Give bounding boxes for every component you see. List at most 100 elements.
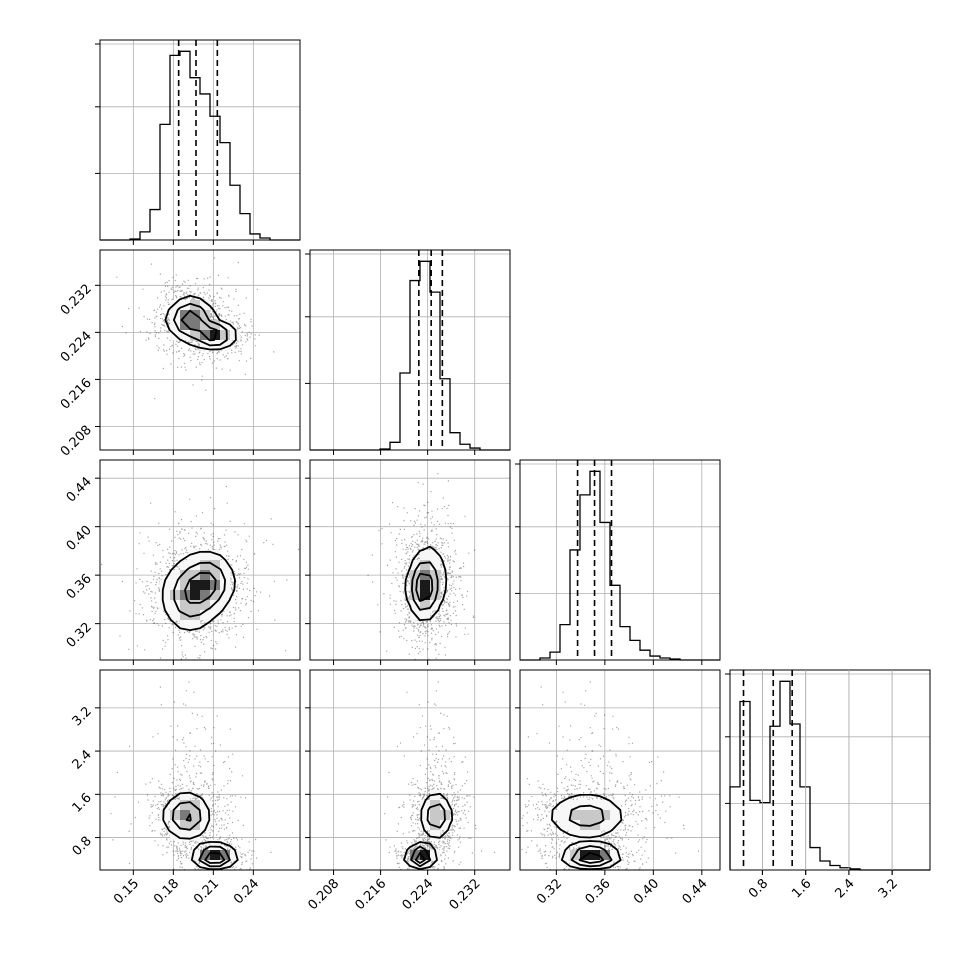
x-tick-label: 2.4: [833, 876, 858, 901]
scatter-panel-1-2: [305, 459, 511, 665]
density-cell: [160, 600, 171, 611]
contour-line: [414, 852, 426, 864]
scatter-panel-1-3: 0.208 0.216 0.224 0.232: [305, 669, 511, 913]
x-tick-label: 0.44: [680, 876, 711, 907]
density-cell: [600, 820, 611, 831]
density-cell: [560, 820, 571, 831]
histogram-panel-0: [95, 39, 301, 245]
histogram-panel-2: [515, 459, 721, 665]
scatter-points: [384, 681, 496, 870]
histogram-panel-3: 0.8 1.6 2.4 3.2: [725, 669, 931, 901]
density-cell: [420, 610, 431, 621]
density-cell: [420, 550, 431, 561]
axes-frame: [519, 669, 721, 871]
y-tick-label: 0.232: [58, 282, 95, 319]
contour-line: [410, 803, 446, 868]
density-cell: [180, 620, 191, 631]
y-tick-label: 0.40: [64, 523, 95, 554]
density-cell: [170, 590, 181, 601]
density-cell: [420, 810, 431, 821]
density-cell: [200, 310, 211, 321]
density-cell: [590, 820, 601, 831]
density-cell: [220, 570, 231, 581]
density-cell: [220, 860, 231, 870]
density-cell: [420, 820, 431, 831]
density-cell: [580, 810, 591, 821]
density-cell: [230, 850, 241, 861]
density-cell: [590, 800, 601, 811]
y-tick-label: 0.44: [64, 474, 95, 505]
density-cell: [430, 600, 441, 611]
density-cell: [420, 580, 431, 591]
density-cell: [420, 800, 431, 811]
density-cell: [220, 330, 231, 341]
density-cell: [190, 550, 201, 561]
contour-line: [173, 302, 228, 347]
density-cell: [210, 600, 221, 611]
density-cell: [200, 570, 211, 581]
density-cell: [410, 600, 421, 611]
density-cell: [430, 810, 441, 821]
y-tick-label: 2.4: [70, 747, 95, 772]
histogram-steps: [100, 50, 300, 241]
density-cell: [410, 850, 421, 861]
x-tick-label: 0.8: [746, 876, 771, 901]
axes-frame: [729, 669, 931, 871]
density-cell: [600, 800, 611, 811]
density-cell: [200, 860, 211, 870]
density-cell: [170, 570, 181, 581]
y-tick-label: 0.36: [64, 571, 95, 602]
axes-frame: [99, 249, 301, 451]
y-tick-label: 3.2: [70, 704, 95, 729]
axes-frame: [99, 39, 301, 241]
density-cell: [170, 600, 181, 611]
density-layer: [520, 681, 700, 870]
density-cell: [220, 320, 231, 331]
x-tick-label: 3.2: [876, 876, 901, 901]
density-cell: [410, 560, 421, 571]
contour-line: [403, 792, 454, 870]
contour-line: [568, 804, 613, 868]
histogram-steps: [310, 260, 510, 451]
density-cell: [430, 570, 441, 581]
density-cell: [430, 590, 441, 601]
axes-frame: [309, 669, 511, 871]
density-cell: [190, 580, 201, 591]
density-cell: [430, 830, 441, 841]
x-tick-label: 0.208: [305, 876, 342, 913]
density-cell: [180, 320, 191, 331]
scatter-points: [110, 681, 272, 870]
y-tick-label: 0.8: [70, 834, 95, 859]
density-cell: [170, 320, 181, 331]
density-layer: [116, 257, 275, 400]
density-cell: [180, 800, 191, 811]
axes-frame: [99, 459, 301, 661]
density-layer: [367, 473, 476, 660]
density-cell: [180, 790, 191, 801]
density-cell: [200, 340, 211, 351]
density-cell: [570, 810, 581, 821]
density-cell: [560, 850, 571, 861]
y-tick-label: 0.224: [58, 329, 95, 366]
density-cell: [200, 300, 211, 311]
density-cell: [210, 860, 221, 870]
density-cell: [200, 550, 211, 561]
density-cell: [420, 850, 431, 861]
density-cell: [570, 860, 581, 870]
contour-line: [173, 561, 226, 618]
density-cell: [600, 810, 611, 821]
density-cell: [580, 840, 591, 851]
density-cell: [180, 560, 191, 571]
x-tick-label: 0.24: [231, 876, 262, 907]
density-cell: [160, 810, 171, 821]
density-cell: [410, 570, 421, 581]
y-tick-label: 0.216: [58, 376, 95, 413]
scatter-points: [520, 681, 700, 870]
density-cell: [420, 590, 431, 601]
density-cell: [590, 810, 601, 821]
density-cell: [590, 860, 601, 870]
density-cell: [210, 840, 221, 851]
x-tick-label: 0.232: [447, 876, 484, 913]
contour-line: [180, 309, 218, 342]
density-cell: [430, 560, 441, 571]
